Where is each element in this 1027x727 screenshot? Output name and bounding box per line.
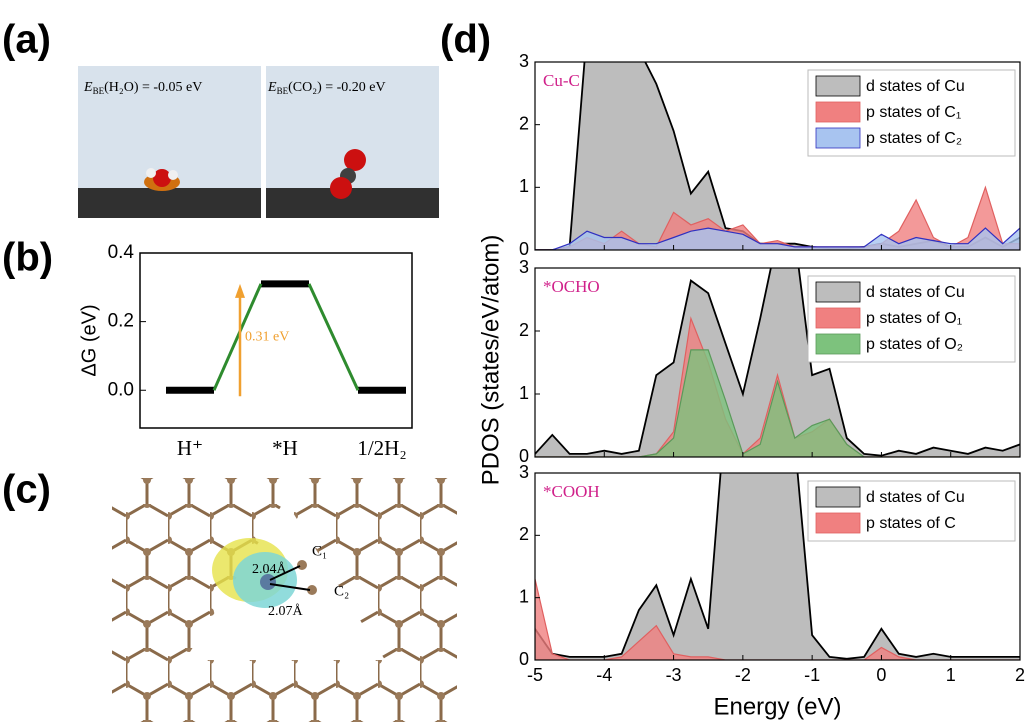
plot-frame: [534, 472, 1021, 661]
y-tick-label: 0: [519, 446, 529, 466]
connector: [307, 283, 360, 391]
panel-annotation: *COOH: [543, 482, 600, 501]
area: [535, 187, 1020, 250]
legend-label: p states of C: [866, 515, 956, 532]
symbol: E: [83, 80, 93, 95]
panel-annotation: Cu-C: [543, 71, 580, 90]
snapshot-image: EBE(H₂O) = -0.05 eV: [78, 66, 261, 218]
area: [535, 579, 1020, 660]
text: (CO₂) = -0.20 eV: [288, 80, 386, 95]
legend-swatch: [815, 101, 861, 123]
x-tick-label: 0: [876, 665, 886, 685]
x-tick-label: -1: [804, 665, 820, 685]
area: [535, 228, 1020, 250]
text: (H₂O) = -0.05 eV: [104, 80, 202, 95]
x-tick-label: *H: [272, 436, 298, 460]
line: [535, 316, 1020, 457]
y-tick-label: 0: [519, 239, 529, 259]
x-tick-label: H⁺: [177, 436, 203, 460]
arrow-head: [235, 283, 245, 298]
panel-annotation: *OCHO: [543, 277, 600, 296]
plot-frame: [534, 61, 1021, 251]
area: [535, 473, 1020, 660]
line: [535, 185, 1020, 250]
plot-area: [535, 473, 1020, 660]
atom-label: C₁: [312, 543, 327, 559]
y-tick-label: 2: [519, 113, 529, 133]
legend-label: d states of Cu: [866, 284, 965, 301]
legend-swatch: [815, 127, 861, 149]
plot-frame: [534, 267, 1021, 458]
x-axis-label: Energy (eV): [713, 693, 841, 720]
legend-swatch: [815, 307, 861, 329]
line: [535, 473, 1020, 660]
plot-area: [535, 62, 1020, 250]
line: [535, 227, 1020, 250]
legend-swatch: [815, 512, 861, 534]
binding-energy-label: EBE(CO₂) = -0.20 eV: [267, 80, 386, 96]
line: [535, 349, 1020, 457]
bond-length: 2.07Å: [268, 603, 304, 619]
symbol: E: [267, 80, 277, 95]
snapshot-image: EBE(CO₂) = -0.20 eV: [266, 66, 439, 218]
legend-swatch: [815, 486, 861, 508]
y-tick-label: 1: [519, 383, 529, 403]
plot-frame: [139, 252, 413, 429]
panel-label: (a): [2, 18, 51, 62]
line: [535, 578, 1020, 660]
area: [535, 349, 1020, 457]
area: [535, 268, 1020, 457]
y-tick-label: 2: [519, 524, 529, 544]
y-tick-label: 1: [519, 176, 529, 196]
y-axis-label: PDOS (states/eV/atom): [477, 235, 504, 486]
legend-label: p states of O₂: [866, 336, 963, 353]
connector: [212, 283, 263, 391]
legend-swatch: [815, 281, 861, 303]
area: [535, 62, 1020, 250]
y-tick-label: 0.0: [108, 379, 134, 400]
y-tick-label: 2: [519, 320, 529, 340]
y-tick-label: 3: [519, 462, 529, 482]
x-tick-label: -2: [735, 665, 751, 685]
bond-length: 2.04Å: [252, 561, 288, 577]
atom-label: C₂: [334, 583, 349, 599]
subscript: BE: [93, 86, 105, 96]
x-tick-label: -3: [666, 665, 682, 685]
legend-swatch: [815, 333, 861, 355]
annotation: 0.31 eV: [245, 329, 289, 344]
panel-label: (d): [440, 18, 491, 62]
binding-energy-label: EBE(H₂O) = -0.05 eV: [83, 80, 202, 96]
x-tick-label: -5: [527, 665, 543, 685]
plot-area: [535, 268, 1020, 457]
legend-label: d states of Cu: [866, 78, 965, 95]
legend-swatch: [815, 75, 861, 97]
x-tick-label: 2: [1015, 665, 1025, 685]
panel-label: (c): [2, 468, 51, 512]
line: [535, 268, 1020, 457]
y-tick-label: 0: [519, 649, 529, 669]
x-tick-label: 1/2H₂: [357, 436, 406, 460]
legend-label: d states of Cu: [866, 489, 965, 506]
panel-label: (b): [2, 236, 53, 280]
y-tick-label: 0.2: [108, 311, 134, 332]
y-tick-label: 0.4: [108, 242, 135, 263]
legend-label: p states of C₂: [866, 130, 962, 147]
y-tick-label: 1: [519, 586, 529, 606]
legend-label: p states of C₁: [866, 104, 961, 121]
subscript: BE: [277, 86, 289, 96]
y-axis-label: ΔG (eV): [78, 304, 100, 376]
legend-label: p states of O₁: [866, 310, 962, 327]
x-tick-label: 1: [946, 665, 956, 685]
y-tick-label: 3: [519, 51, 529, 71]
y-tick-label: 3: [519, 257, 529, 277]
structure-image: 2.04Å C₁ C₂ 2.07Å: [112, 478, 457, 722]
x-tick-label: -4: [596, 665, 612, 685]
